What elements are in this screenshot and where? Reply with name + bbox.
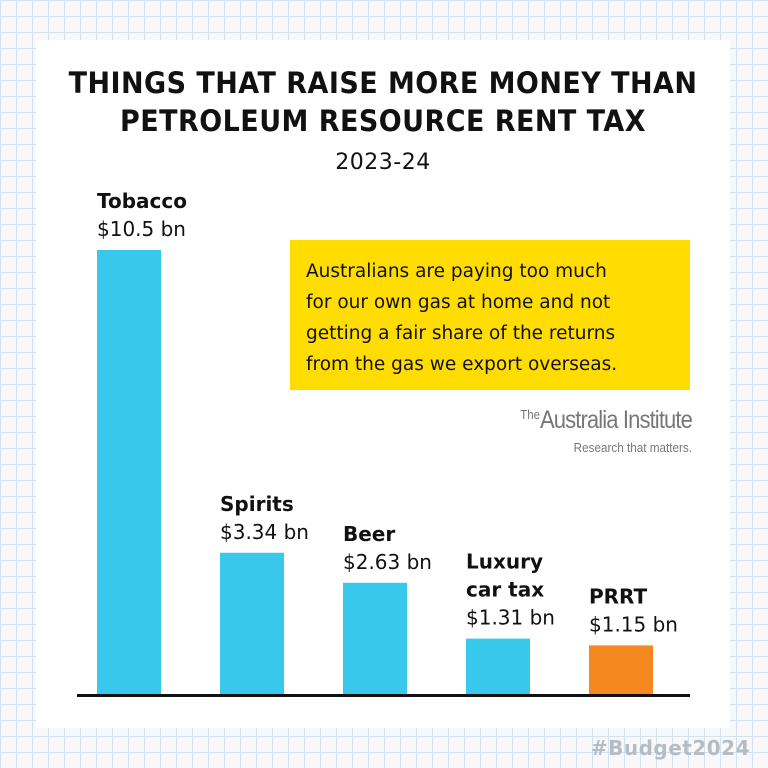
chart-title-line-2: PETROLEUM RESOURCE RENT TAX (120, 104, 646, 138)
category-label-4: PRRT (589, 584, 648, 608)
category-label-1: Spirits (220, 492, 294, 516)
bar-0 (97, 250, 161, 694)
callout-box: Australians are paying too much for our … (290, 240, 690, 390)
logo-tagline: Research that matters. (573, 440, 692, 455)
bar-4 (589, 645, 653, 694)
value-label-0: $10.5 bn (97, 217, 186, 241)
bar-2 (343, 582, 407, 694)
value-label-3: $1.31 bn (466, 606, 555, 630)
bar-1 (220, 552, 284, 694)
category-label-2: Beer (343, 522, 395, 546)
category-label-3-0: Luxury (466, 550, 543, 574)
infographic-card: THINGS THAT RAISE MORE MONEY THAN PETROL… (36, 40, 730, 728)
hashtag: #Budget2024 (590, 736, 750, 760)
callout-line-4: from the gas we export overseas. (306, 354, 618, 375)
callout-line-3: getting a fair share of the returns (306, 323, 616, 344)
chart-subtitle: 2023-24 (335, 150, 431, 175)
bar-3 (466, 638, 530, 694)
bar-chart: $10.5 bn Tobacco $3.34 bn Spirits $2.63 bn Be… (77, 189, 690, 697)
logo-the: The (520, 407, 540, 422)
category-label-0: Tobacco (97, 189, 187, 213)
value-label-4: $1.15 bn (589, 612, 678, 636)
value-label-1: $3.34 bn (220, 520, 309, 544)
australia-institute-logo: TheAustralia Institute (490, 406, 693, 435)
callout-line-1: Australians are paying too much (306, 261, 607, 282)
logo-name: Australia Institute (539, 406, 693, 434)
chart-title-line-1: THINGS THAT RAISE MORE MONEY THAN (68, 66, 698, 100)
callout-line-2: for our own gas at home and not (306, 292, 611, 313)
category-label-3-1: car tax (466, 578, 544, 602)
value-label-2: $2.63 bn (343, 550, 432, 574)
